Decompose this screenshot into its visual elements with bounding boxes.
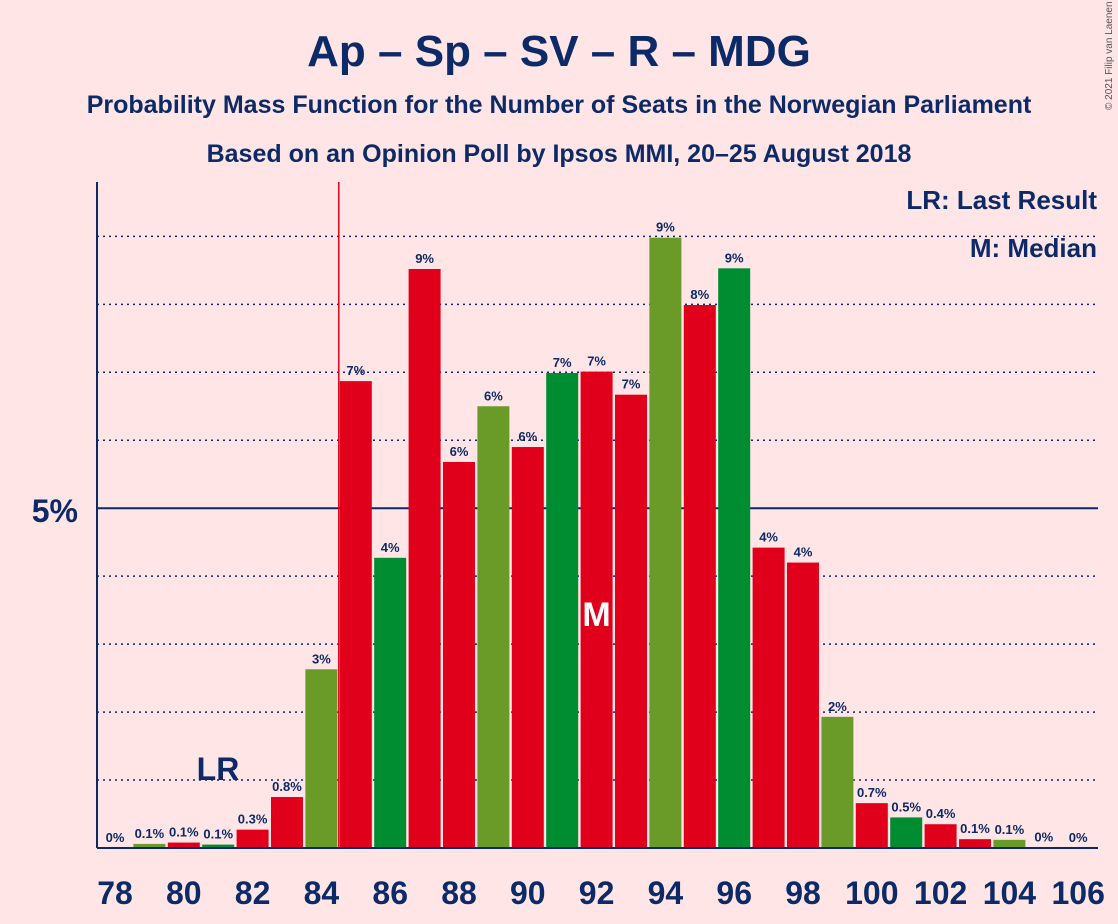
- value-labels: 0% 0.1% 0.1% 0.1% 0.3% 0.8% 3% 7% 4% 9% 6% 6% 6% 7% 7%…: [106, 220, 1088, 845]
- x-tick-98: 98: [785, 875, 821, 911]
- bar-label-seat-91: 7%: [553, 355, 572, 370]
- bar-seat-81: [202, 844, 235, 848]
- bar-seat-79: [133, 843, 166, 848]
- bar-label-seat-86: 4%: [381, 540, 400, 555]
- x-tick-100: 100: [845, 875, 898, 911]
- bar-label-seat-103: 0.1%: [960, 821, 990, 836]
- bar-seat-97: [752, 547, 785, 848]
- x-axis-ticks: 78 80 82 84 86 88 90 92 94 96 98 100 102 104 106: [97, 875, 1105, 911]
- x-tick-96: 96: [716, 875, 752, 911]
- bar-seat-104: [993, 839, 1026, 848]
- bar-seat-80: [167, 842, 200, 848]
- copyright-credit: © 2021 Filip van Laenen: [1104, 1, 1115, 110]
- bar-label-seat-82: 0.3%: [238, 812, 268, 827]
- x-tick-94: 94: [648, 875, 684, 911]
- x-tick-84: 84: [304, 875, 340, 911]
- bar-label-seat-104: 0.1%: [995, 822, 1025, 837]
- bar-label-seat-92: 7%: [587, 354, 606, 369]
- bar-label-seat-85: 7%: [346, 363, 365, 378]
- legend-median: M: Median: [970, 233, 1097, 263]
- bar-label-seat-88: 6%: [450, 444, 469, 459]
- x-tick-88: 88: [441, 875, 477, 911]
- bar-seat-102: [924, 824, 957, 848]
- bar-label-seat-105: 0%: [1034, 829, 1053, 844]
- bar-label-seat-106: 0%: [1069, 830, 1088, 845]
- bar-seat-84: [305, 669, 338, 848]
- bar-label-seat-84: 3%: [312, 651, 331, 666]
- bar-seat-92: [580, 371, 613, 848]
- x-tick-82: 82: [235, 875, 271, 911]
- bar-label-seat-93: 7%: [622, 377, 641, 392]
- bar-seat-82: [236, 829, 269, 848]
- median-marker: M: [582, 596, 610, 634]
- chart-title: Ap – Sp – SV – R – MDG: [307, 27, 811, 76]
- bar-seat-88: [443, 461, 475, 848]
- chart-subtitle: Probability Mass Function for the Number…: [87, 91, 1032, 119]
- x-tick-92: 92: [579, 875, 615, 911]
- bar-label-seat-87: 9%: [415, 251, 434, 266]
- bar-label-seat-101: 0.5%: [891, 799, 921, 814]
- x-tick-104: 104: [983, 875, 1037, 911]
- bar-seat-93: [615, 394, 647, 848]
- bar-seat-83: [271, 797, 303, 848]
- bar-seat-89: [477, 406, 510, 848]
- last-result-label: LR: [197, 751, 240, 787]
- bar-label-seat-97: 4%: [759, 530, 778, 545]
- bar-seat-99: [821, 716, 854, 848]
- bar-label-seat-102: 0.4%: [926, 806, 956, 821]
- x-tick-106: 106: [1052, 875, 1105, 911]
- bar-label-seat-100: 0.7%: [857, 785, 887, 800]
- bar-label-seat-78: 0%: [106, 830, 125, 845]
- bar-seat-94: [649, 237, 682, 848]
- x-tick-102: 102: [914, 875, 967, 911]
- bar-seat-87: [408, 268, 441, 848]
- bar-seat-86: [374, 557, 407, 848]
- bar-label-seat-95: 8%: [690, 287, 709, 302]
- bar-label-seat-98: 4%: [794, 545, 813, 560]
- bar-label-seat-81: 0.1%: [203, 827, 233, 842]
- bars: [133, 237, 1060, 849]
- bar-seat-91: [546, 372, 579, 848]
- bar-label-seat-90: 6%: [518, 429, 537, 444]
- bar-seat-100: [855, 803, 888, 848]
- bar-label-seat-96: 9%: [725, 250, 744, 265]
- bar-seat-96: [718, 268, 751, 848]
- y-tick-5-percent: 5%: [32, 493, 78, 529]
- x-tick-80: 80: [166, 875, 202, 911]
- x-tick-86: 86: [372, 875, 408, 911]
- bar-label-seat-79: 0.1%: [135, 826, 165, 841]
- bar-seat-101: [890, 817, 923, 848]
- bar-seat-85: [339, 381, 372, 848]
- bar-label-seat-83: 0.8%: [272, 779, 302, 794]
- bar-seat-103: [959, 839, 991, 848]
- bar-seat-95: [683, 305, 716, 849]
- bar-label-seat-89: 6%: [484, 388, 503, 403]
- legend-last-result: LR: Last Result: [906, 185, 1097, 215]
- chart-source: Based on an Opinion Poll by Ipsos MMI, 2…: [207, 140, 912, 168]
- bar-label-seat-80: 0.1%: [169, 825, 199, 840]
- bar-label-seat-99: 2%: [828, 699, 847, 714]
- bar-seat-90: [511, 447, 544, 848]
- x-tick-90: 90: [510, 875, 546, 911]
- bar-label-seat-94: 9%: [656, 220, 675, 235]
- bar-seat-98: [787, 562, 819, 848]
- x-tick-78: 78: [97, 875, 133, 911]
